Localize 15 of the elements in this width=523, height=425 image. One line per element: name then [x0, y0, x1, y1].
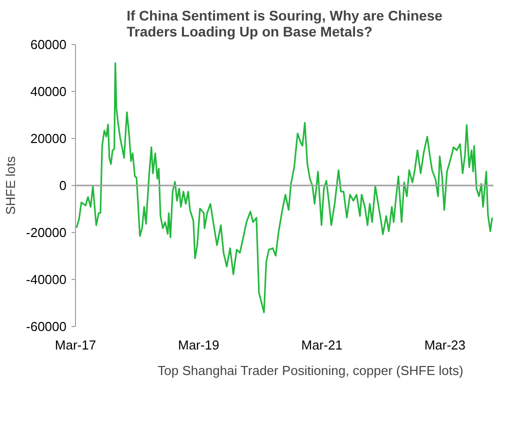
y-axis-title: SHFE lots — [3, 156, 18, 215]
y-tick-label: -40000 — [26, 272, 67, 287]
text: Top Shanghai Trader Positioning, copper (SHFE lots) — [158, 362, 464, 378]
y-tick-label: 0 — [59, 178, 67, 193]
y-tick-label: 60000 — [30, 37, 67, 52]
line-series — [76, 62, 493, 314]
y-tick-label: 40000 — [30, 84, 67, 99]
x-tick-label: Mar-17 — [54, 338, 96, 352]
y-tick-label: -20000 — [26, 225, 67, 240]
x-tick-label: Mar-19 — [178, 338, 220, 352]
x-tick-label: Mar-21 — [301, 338, 342, 352]
y-tick-label: -60000 — [26, 319, 67, 334]
x-tick-label: Mar-23 — [424, 338, 466, 352]
y-tick-label: 20000 — [30, 131, 67, 146]
chart-title: If China Sentiment is Souring, Why are Chinese Traders Loading Up on Base Metals? — [126, 8, 443, 40]
